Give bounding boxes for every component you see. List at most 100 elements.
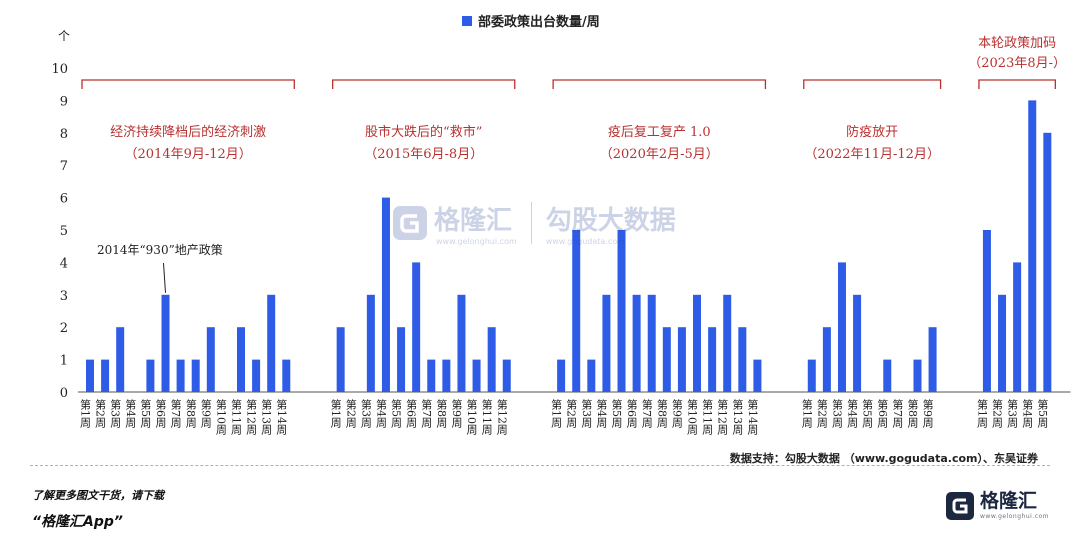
y-tick-label: 4 <box>60 256 68 271</box>
x-tick-label: 第10周 <box>465 398 478 436</box>
bar <box>602 295 610 392</box>
watermark-brand: 格隆汇 <box>434 200 517 237</box>
bar <box>663 327 671 392</box>
x-tick-label: 第6周 <box>876 398 889 429</box>
y-tick-label: 2 <box>60 321 68 336</box>
bar <box>367 295 375 392</box>
bar <box>587 360 595 392</box>
x-tick-label: 第3周 <box>359 398 372 429</box>
x-tick-label: 第6周 <box>625 398 638 429</box>
x-tick-label: 第3周 <box>580 398 593 429</box>
x-tick-label: 第12周 <box>495 398 508 436</box>
watermark-partner-url: www.gogudata.com <box>546 237 676 246</box>
y-tick-label: 3 <box>60 289 68 304</box>
bar <box>267 295 275 392</box>
data-source: 数据支持：勾股大数据 （www.gogudata.com）、东吴证券 <box>730 450 1038 466</box>
x-tick-label: 第1周 <box>800 398 813 429</box>
x-tick-label: 第3周 <box>1006 398 1019 429</box>
brand-logo[interactable]: 格隆汇 www.gelonghui.com <box>946 488 1049 524</box>
bar <box>252 360 260 392</box>
x-tick-label: 第2周 <box>94 398 107 429</box>
group-label: 防疫放开 <box>846 124 898 140</box>
x-tick-label: 第8周 <box>435 398 448 429</box>
group-bracket <box>804 80 941 89</box>
group-bracket <box>979 80 1055 89</box>
watermark-partner: 勾股大数据 <box>546 200 676 237</box>
bar <box>503 360 511 392</box>
bar <box>397 327 405 392</box>
x-tick-label: 第2周 <box>815 398 828 429</box>
x-tick-label: 第9周 <box>921 398 934 429</box>
bar <box>177 360 185 392</box>
x-tick-label: 第2周 <box>565 398 578 429</box>
bar <box>823 327 831 392</box>
group-period: （2023年8月-） <box>968 56 1066 71</box>
bar <box>207 327 215 392</box>
x-tick-label: 第5周 <box>610 398 623 429</box>
bar <box>633 295 641 392</box>
bar <box>457 295 465 392</box>
group-label: 股市大跌后的“救市” <box>365 124 482 140</box>
x-tick-label: 第9周 <box>199 398 212 429</box>
x-tick-label: 第4周 <box>374 398 387 429</box>
bar <box>838 262 846 392</box>
y-axis-unit: 个 <box>58 29 70 43</box>
group-period: （2022年11月-12月） <box>804 147 940 162</box>
x-tick-label: 第8周 <box>655 398 668 429</box>
bar <box>648 295 656 392</box>
y-tick-label: 6 <box>60 192 68 207</box>
promo-text: 了解更多图文干货，请下载 <box>32 487 164 503</box>
x-tick-label: 第5周 <box>139 398 152 429</box>
x-tick-label: 第1周 <box>79 398 92 429</box>
bar <box>998 295 1006 392</box>
group-bracket <box>333 80 515 89</box>
watermark: 格隆汇 www.gelonghui.com 勾股大数据 www.gogudata… <box>392 200 676 246</box>
promo-app-link[interactable]: “格隆汇App” <box>32 511 123 531</box>
bar <box>412 262 420 392</box>
bar <box>101 360 109 392</box>
x-tick-label: 第13周 <box>731 398 744 436</box>
bar <box>116 327 124 392</box>
y-tick-label: 1 <box>60 354 68 369</box>
group-label: 本轮政策加码 <box>978 35 1056 51</box>
x-tick-label: 第14周 <box>746 398 759 436</box>
x-tick-label: 第1周 <box>975 398 988 429</box>
x-tick-label: 第8周 <box>184 398 197 429</box>
x-tick-label: 第5周 <box>861 398 874 429</box>
x-tick-label: 第7周 <box>169 398 182 429</box>
x-tick-label: 第11周 <box>230 398 243 436</box>
bar <box>929 327 937 392</box>
y-tick-label: 8 <box>60 127 68 142</box>
x-tick-label: 第8周 <box>906 398 919 429</box>
bar <box>883 360 891 392</box>
bar <box>753 360 761 392</box>
bar <box>983 230 991 392</box>
bar <box>853 295 861 392</box>
brand-url: www.gelonghui.com <box>980 514 1049 520</box>
x-tick-label: 第7周 <box>640 398 653 429</box>
x-tick-label: 第12周 <box>716 398 729 436</box>
chart-title: 部委政策出台数量/周 <box>478 14 600 30</box>
bar <box>913 360 921 392</box>
bar <box>808 360 816 392</box>
annotation-line <box>164 263 166 293</box>
group-label: 经济持续降档后的经济刺激 <box>110 124 266 140</box>
x-tick-label: 第9周 <box>670 398 683 429</box>
y-tick-label: 5 <box>60 224 68 239</box>
x-tick-label: 第10周 <box>214 398 227 436</box>
bar <box>146 360 154 392</box>
bar <box>723 295 731 392</box>
bar <box>557 360 565 392</box>
group-bracket <box>553 80 765 89</box>
group-period: （2020年2月-5月） <box>600 147 719 162</box>
gelonghui-logo-icon <box>946 492 974 520</box>
bar <box>678 327 686 392</box>
x-tick-label: 第6周 <box>154 398 167 429</box>
bar <box>693 295 701 392</box>
bar <box>237 327 245 392</box>
x-tick-label: 第11周 <box>701 398 714 436</box>
x-tick-label: 第5周 <box>1036 398 1049 429</box>
bar <box>86 360 94 392</box>
group-bracket <box>82 80 294 89</box>
group-period: （2014年9月-12月） <box>125 147 252 162</box>
